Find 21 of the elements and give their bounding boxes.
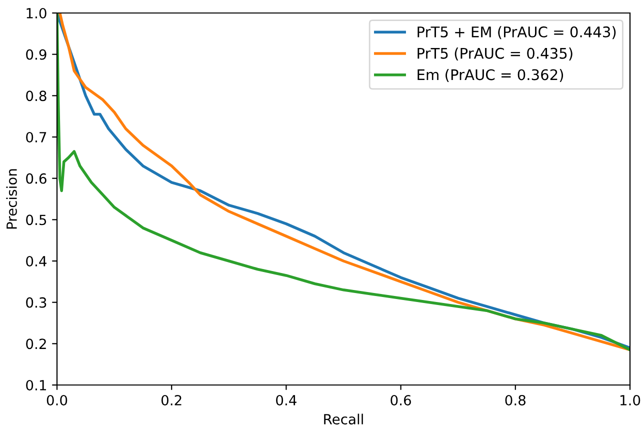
y-tick-label: 0.6 bbox=[26, 173, 46, 184]
y-axis-title: Precision bbox=[6, 169, 17, 229]
x-tick-label: 0.4 bbox=[276, 394, 296, 406]
y-tick-label: 0.7 bbox=[26, 132, 46, 142]
y-tick-label: 0.5 bbox=[26, 214, 46, 226]
y-tick-label: 0.3 bbox=[26, 297, 46, 308]
y-tick-label: 0.1 bbox=[26, 380, 46, 390]
y-tick-label: 0.8 bbox=[26, 90, 46, 102]
y-tick-label: 0.2 bbox=[26, 338, 46, 350]
x-tick-label: 0.0 bbox=[46, 394, 68, 406]
x-tick-label: 1.0 bbox=[620, 394, 640, 406]
legend-label: PrT5 + EM (PrAUC = 0.443) bbox=[418, 26, 616, 40]
y-tick-label: 0.9 bbox=[26, 49, 46, 60]
y-tick-label: 0.4 bbox=[26, 256, 46, 266]
y-tick-label: 1.0 bbox=[26, 8, 46, 18]
legend-label: Em (PrAUC = 0.362) bbox=[418, 68, 564, 82]
x-tick-label: 0.2 bbox=[161, 394, 182, 406]
x-tick-label: 0.8 bbox=[505, 394, 526, 406]
x-axis-title: Recall bbox=[324, 414, 363, 424]
legend-label: PrT5 (PrAUC = 0.435) bbox=[418, 48, 572, 61]
x-tick-label: 0.6 bbox=[390, 394, 411, 406]
